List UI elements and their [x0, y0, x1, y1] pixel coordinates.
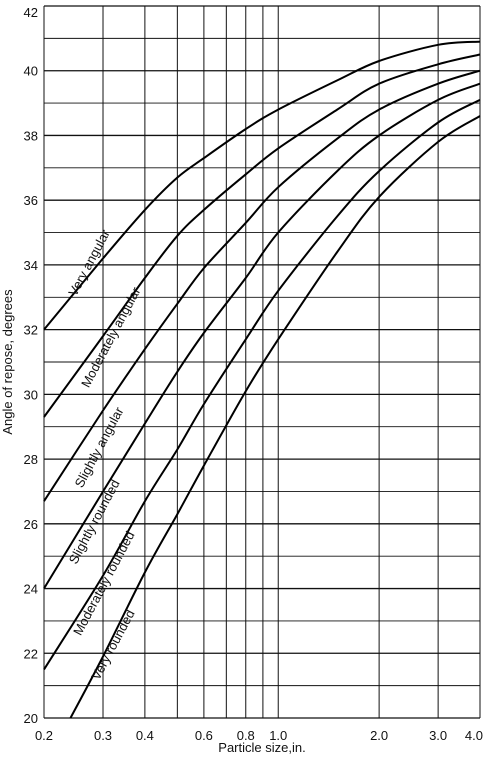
- tick-layer: 0.2 0.3 0.4 0.6 0.8 1.0 2.0 3.0 4.0 20 22 24 26 28 30 3…: [24, 5, 483, 743]
- y-tick-label: 30: [24, 387, 38, 402]
- x-axis-title: Particle size,in.: [218, 740, 305, 755]
- y-tick-label: 20: [24, 711, 38, 726]
- y-tick-label: 26: [24, 517, 38, 532]
- x-tick-label: 2.0: [370, 728, 388, 743]
- y-tick-label: 40: [24, 64, 38, 79]
- curve-label: Very rounded: [88, 607, 138, 682]
- series-line: [43, 99, 481, 671]
- y-tick-label: 36: [24, 193, 38, 208]
- series-line: [43, 82, 481, 590]
- y-axis-title: Angle of repose, degrees: [0, 289, 15, 435]
- y-tick-label: 42: [24, 5, 38, 20]
- y-tick-label: 28: [24, 452, 38, 467]
- x-tick-label: 0.4: [136, 728, 154, 743]
- y-tick-label: 34: [24, 258, 38, 273]
- x-tick-label: 1.0: [269, 728, 287, 743]
- x-tick-label: 0.2: [35, 728, 53, 743]
- x-tick-label: 4.0: [465, 728, 483, 743]
- y-tick-label: 22: [24, 646, 38, 661]
- x-tick-label: 0.6: [195, 728, 213, 743]
- curve-label: Moderately angular: [78, 284, 144, 390]
- series-line: [69, 115, 481, 719]
- curve-label: Very angular: [65, 226, 113, 298]
- series-line: [43, 69, 481, 502]
- y-tick-label: 32: [24, 323, 38, 338]
- series-line: [43, 53, 481, 418]
- series-line: [43, 40, 481, 331]
- x-tick-label: 3.0: [429, 728, 447, 743]
- y-tick-label: 24: [24, 582, 38, 597]
- x-tick-label: 0.8: [237, 728, 255, 743]
- curve-layer: [43, 40, 481, 719]
- y-tick-label: 38: [24, 128, 38, 143]
- x-tick-label: 0.3: [94, 728, 112, 743]
